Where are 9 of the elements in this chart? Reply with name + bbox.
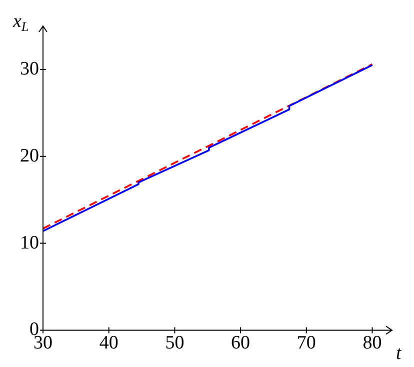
x-tick-label: 40 <box>99 332 118 354</box>
x-tick-label: 50 <box>165 332 184 354</box>
y-tick-label: 30 <box>20 58 39 80</box>
y-tick-label: 10 <box>20 232 39 254</box>
x-tick-label: 60 <box>231 332 250 354</box>
x-axis-title: t <box>396 343 402 364</box>
x-tick-label: 70 <box>296 332 316 354</box>
y-tick-label: 20 <box>20 145 39 166</box>
x-tick-label: 80 <box>362 332 382 354</box>
